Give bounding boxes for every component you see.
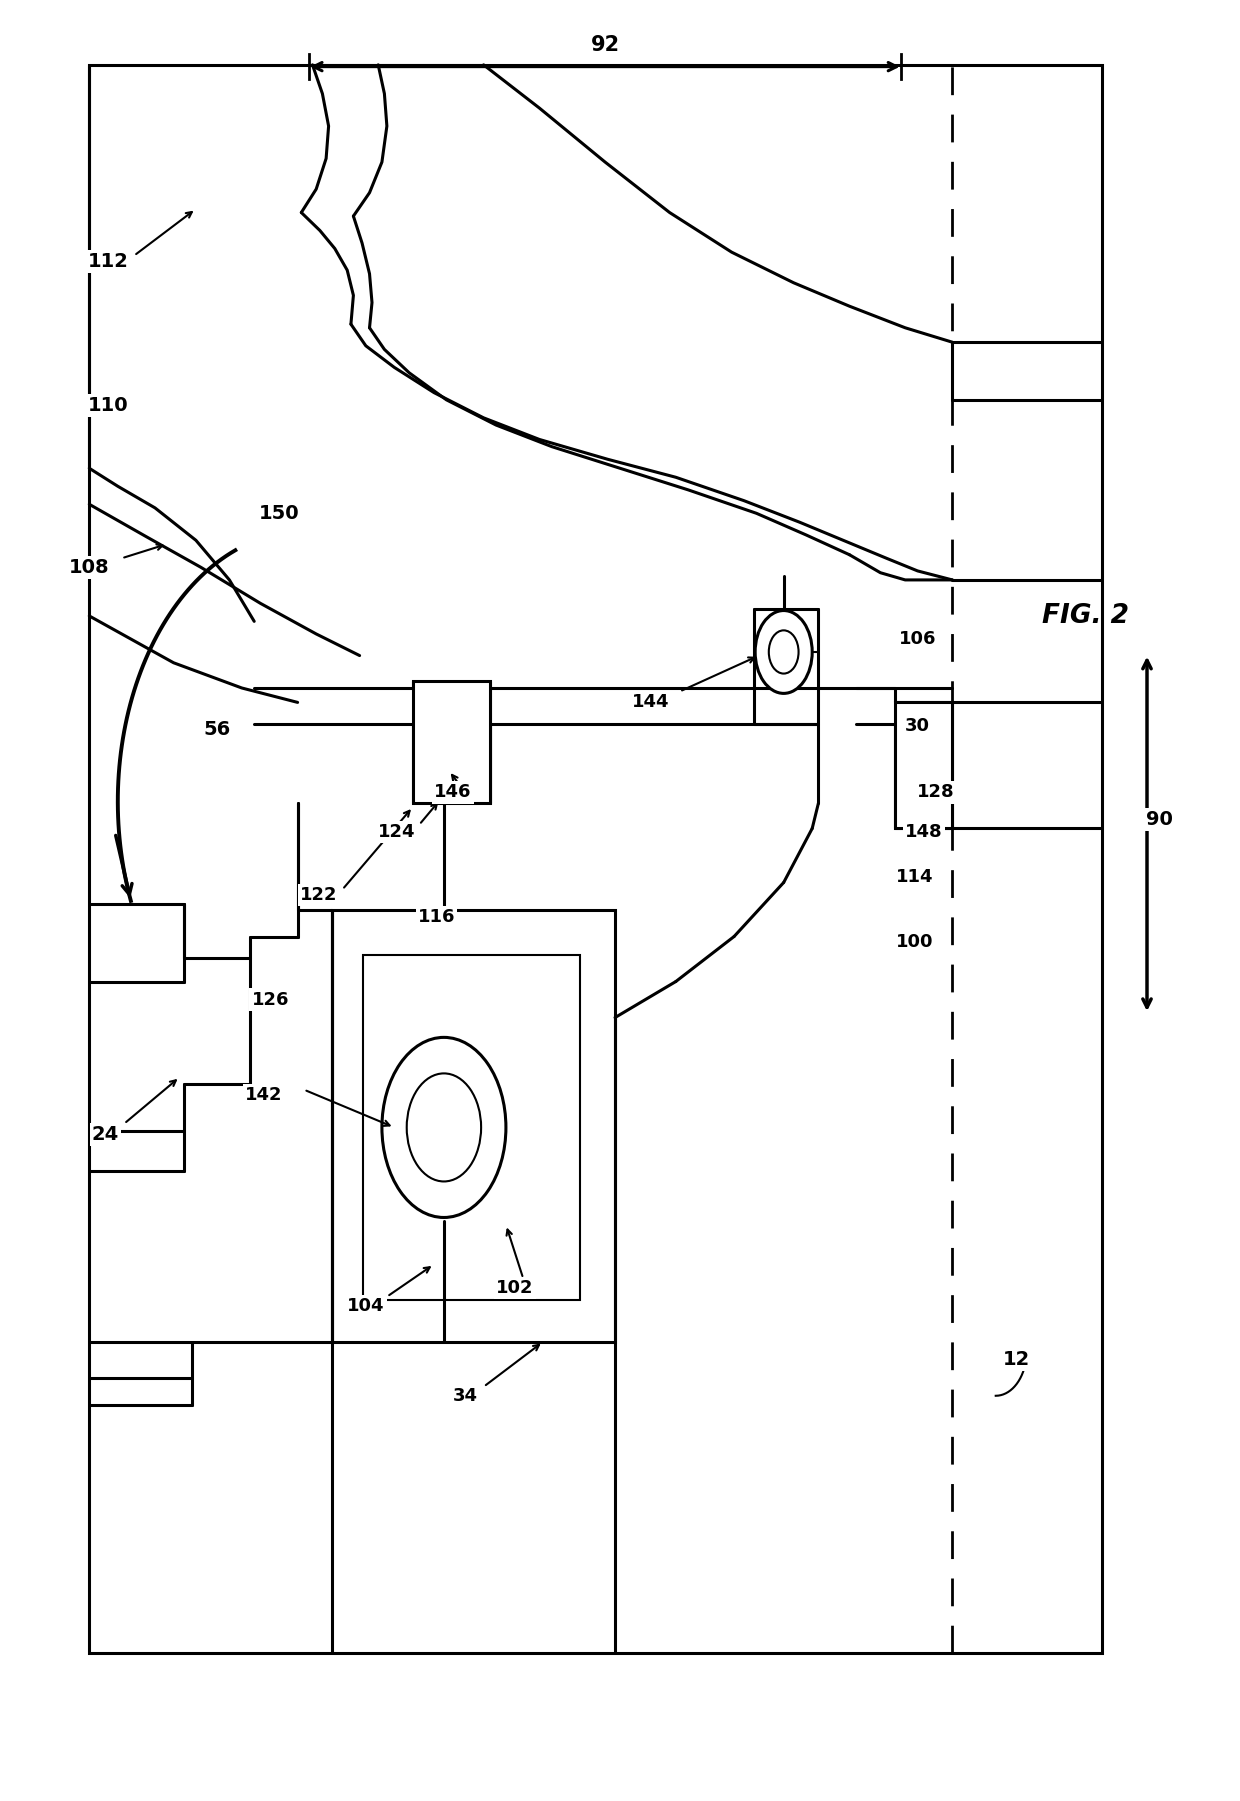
Text: 148: 148 [905, 823, 942, 841]
Text: 142: 142 [246, 1086, 283, 1104]
Text: 30: 30 [905, 717, 930, 735]
Text: 106: 106 [899, 630, 936, 648]
Circle shape [382, 1037, 506, 1217]
Text: 90: 90 [1146, 810, 1173, 828]
Text: 146: 146 [434, 783, 471, 801]
Text: 104: 104 [347, 1297, 384, 1315]
Text: 100: 100 [897, 933, 934, 951]
Circle shape [769, 630, 799, 674]
Circle shape [407, 1073, 481, 1181]
Text: 108: 108 [69, 558, 109, 576]
Text: 102: 102 [496, 1279, 533, 1297]
Bar [413, 681, 490, 803]
Text: 12: 12 [1003, 1351, 1030, 1369]
Text: 126: 126 [252, 991, 289, 1009]
Text: 150: 150 [259, 504, 299, 522]
Bar [363, 955, 580, 1300]
Text: 112: 112 [88, 252, 128, 270]
Bar [332, 910, 615, 1342]
Text: 56: 56 [203, 720, 231, 738]
Bar [89, 65, 1102, 1653]
Text: 110: 110 [88, 396, 128, 414]
Text: FIG. 2: FIG. 2 [1042, 603, 1128, 629]
Text: 24: 24 [92, 1126, 119, 1144]
Text: 116: 116 [418, 908, 455, 926]
Text: 34: 34 [453, 1387, 477, 1405]
Text: 122: 122 [300, 886, 337, 904]
Text: 128: 128 [918, 783, 955, 801]
Text: 92: 92 [590, 34, 620, 56]
Text: 124: 124 [378, 823, 415, 841]
Bar [895, 702, 952, 828]
Circle shape [755, 611, 812, 693]
Text: 114: 114 [897, 868, 934, 886]
Text: 144: 144 [632, 693, 670, 711]
